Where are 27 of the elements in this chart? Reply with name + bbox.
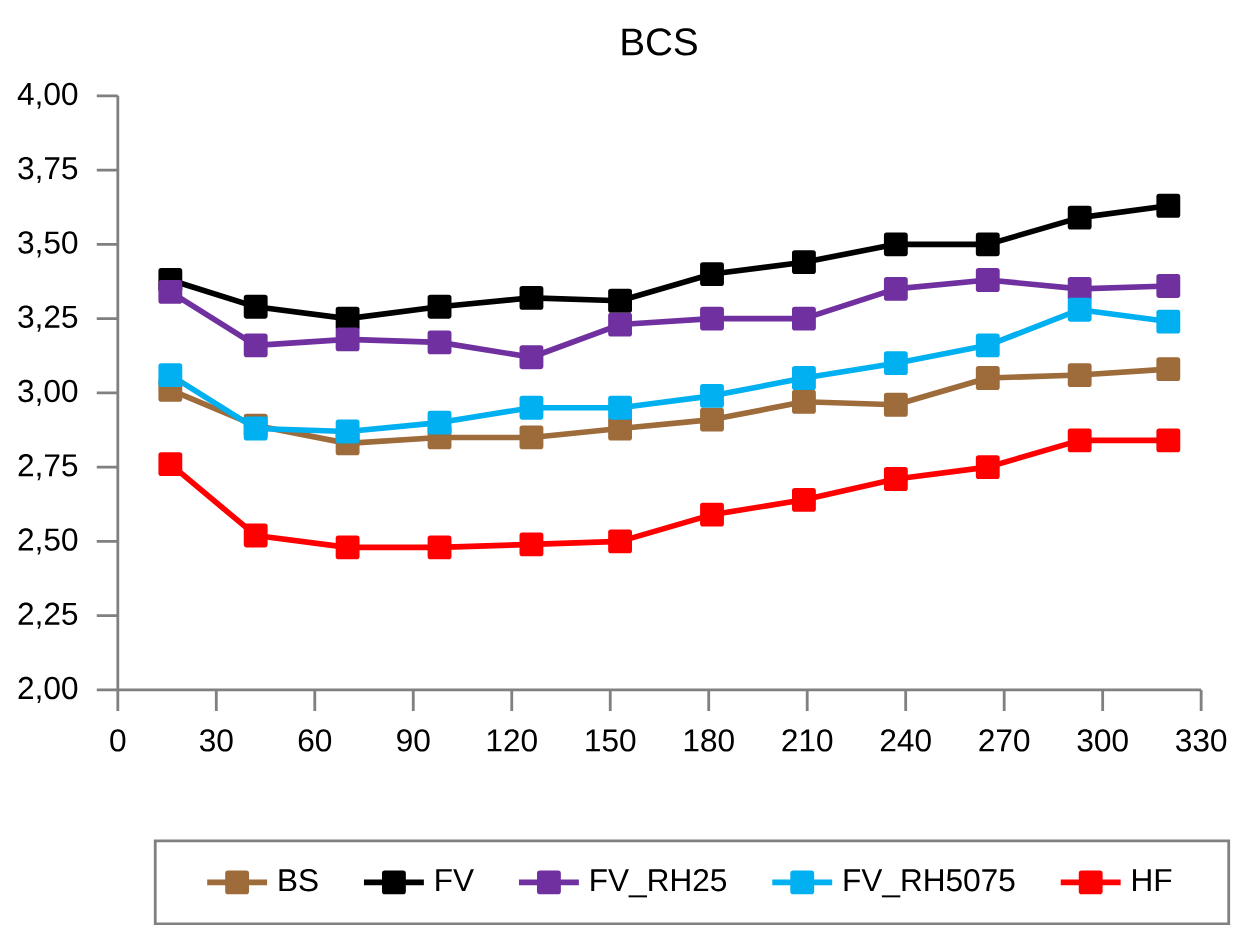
x-tick-label: 30	[199, 729, 233, 752]
x-tick-label: 300	[1077, 729, 1128, 752]
y-tick-label: 3,75	[18, 156, 78, 183]
x-tick-label: 150	[586, 729, 636, 752]
x-tick-label: 210	[782, 729, 833, 752]
y-tick-label: 2,75	[18, 453, 78, 481]
y-tick-label: 2,25	[18, 602, 78, 629]
x-tick-label: 120	[487, 729, 537, 752]
y-tick-label: 3,25	[18, 305, 78, 332]
x-tick-label: 180	[684, 729, 734, 752]
y-tick-label: 2,50	[18, 528, 78, 555]
legend-label: FV_RH25	[591, 868, 727, 898]
y-tick-label: 3,00	[18, 379, 78, 406]
x-tick-label: 240	[880, 729, 931, 752]
chart-title: BCS	[622, 28, 697, 56]
legend-label: HF	[1133, 869, 1172, 891]
y-tick-label: 2,00	[18, 676, 78, 703]
x-tick-label: 0	[110, 729, 126, 752]
x-tick-label: 270	[979, 729, 1030, 752]
x-tick-label: 90	[397, 729, 430, 752]
legend-label: FV_RH5075	[844, 868, 1015, 898]
y-tick-label: 3,50	[18, 231, 78, 258]
legend-label: BS	[279, 868, 318, 892]
x-tick-label: 330	[1176, 729, 1227, 752]
y-tick-label: 4,00	[17, 82, 78, 109]
x-tick-label: 60	[298, 729, 332, 752]
legend-label: FV	[436, 869, 474, 891]
